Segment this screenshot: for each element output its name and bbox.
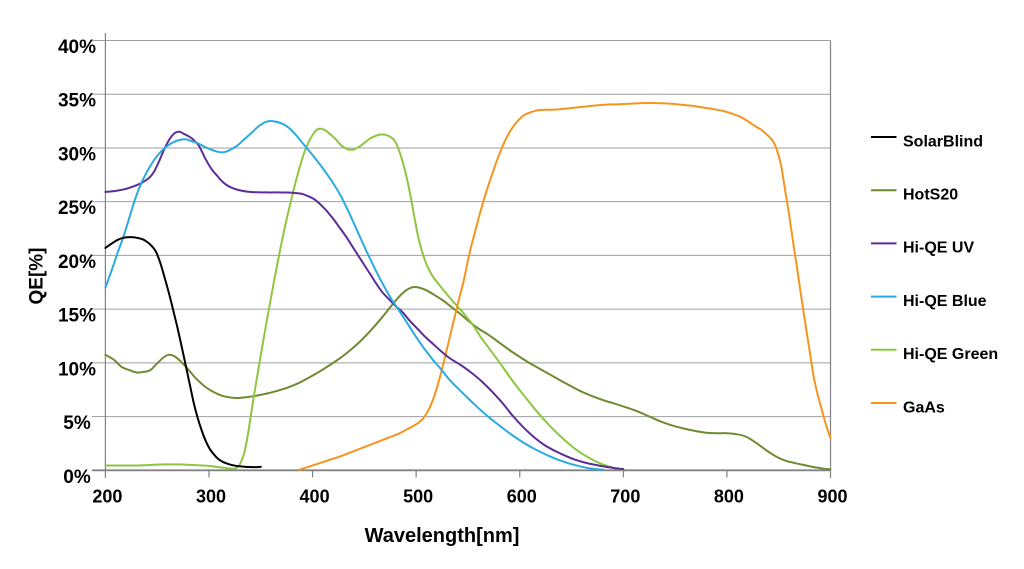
svg-text:600: 600 [507, 487, 537, 507]
svg-text:Hi-QE Blue: Hi-QE Blue [903, 293, 987, 310]
svg-text:15%: 15% [58, 306, 96, 327]
svg-text:QE[%]: QE[%] [27, 248, 48, 305]
svg-text:25%: 25% [58, 198, 96, 219]
svg-text:Hi-QE Green: Hi-QE Green [903, 346, 998, 363]
svg-text:SolarBlind: SolarBlind [903, 133, 983, 150]
svg-text:20%: 20% [58, 252, 96, 273]
svg-text:HotS20: HotS20 [903, 187, 958, 204]
svg-text:Wavelength[nm]: Wavelength[nm] [365, 525, 520, 547]
svg-text:GaAs: GaAs [903, 399, 945, 416]
svg-text:900: 900 [817, 487, 847, 507]
svg-text:400: 400 [300, 487, 330, 507]
svg-text:35%: 35% [58, 91, 96, 112]
svg-text:10%: 10% [58, 359, 96, 380]
svg-text:300: 300 [196, 487, 226, 507]
svg-text:40%: 40% [58, 37, 96, 58]
svg-text:5%: 5% [63, 413, 91, 434]
svg-text:700: 700 [610, 487, 640, 507]
svg-text:0%: 0% [63, 467, 91, 488]
svg-text:Hi-QE UV: Hi-QE UV [903, 240, 974, 257]
svg-text:800: 800 [714, 487, 744, 507]
svg-text:500: 500 [403, 487, 433, 507]
svg-text:30%: 30% [58, 144, 96, 165]
svg-text:200: 200 [92, 487, 122, 507]
